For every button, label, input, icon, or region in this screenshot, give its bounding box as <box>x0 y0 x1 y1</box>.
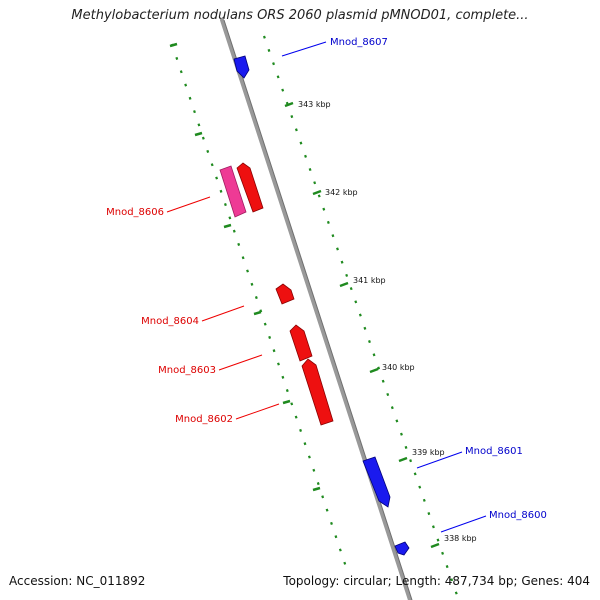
outer-ruler <box>262 35 460 599</box>
gene-label-mnod-8604[interactable]: Mnod_8604 <box>141 316 199 327</box>
gene-label-mnod-8602[interactable]: Mnod_8602 <box>175 414 233 425</box>
gene-label-mnod-8606[interactable]: Mnod_8606 <box>106 207 164 218</box>
major-tick-in-2 <box>194 131 203 137</box>
gene-mnod-8607[interactable] <box>233 55 250 79</box>
major-tick-in-5 <box>282 399 291 405</box>
major-tick-339 <box>398 456 408 463</box>
callout-line-mnod-8602 <box>235 403 280 420</box>
gene-mnod-8601[interactable] <box>362 456 391 508</box>
accession-label: Accession: NC_011892 <box>9 574 146 588</box>
major-tick-341 <box>339 281 349 288</box>
tick-label-338: 338 kbp <box>444 534 477 543</box>
gene-mnod-8604[interactable] <box>275 283 295 305</box>
inner-ruler <box>170 43 349 571</box>
gene-mnod-8602[interactable] <box>301 358 334 426</box>
topology-summary: Topology: circular; Length: 487,734 bp; … <box>283 574 590 588</box>
callout-line-mnod-8607 <box>281 41 327 57</box>
gene-label-mnod-8601[interactable]: Mnod_8601 <box>465 446 523 457</box>
major-tick-338 <box>430 542 440 549</box>
tick-label-339: 339 kbp <box>412 448 445 457</box>
map-title: Methylobacterium nodulans ORS 2060 plasm… <box>71 8 529 23</box>
callout-line-mnod-8604 <box>201 305 245 322</box>
gene-mnod-8600[interactable] <box>394 541 410 556</box>
tick-label-341: 341 kbp <box>353 276 386 285</box>
callout-line-mnod-8603 <box>218 354 263 371</box>
major-ticks <box>169 42 440 549</box>
tick-label-342: 342 kbp <box>325 188 358 197</box>
plasmid-backbone <box>220 18 412 600</box>
callout-line-mnod-8600 <box>440 515 487 533</box>
plasmid-backbone-shade <box>223 19 413 600</box>
tick-label-343: 343 kbp <box>298 100 331 109</box>
callout-line-mnod-8601 <box>416 451 463 469</box>
gene-mnod-8606-pseudo[interactable] <box>219 165 247 218</box>
major-tick-in-1 <box>169 42 178 48</box>
major-tick-343 <box>284 101 294 108</box>
gene-mnod-8605[interactable] <box>236 162 264 213</box>
gene-label-mnod-8603[interactable]: Mnod_8603 <box>158 365 216 376</box>
major-tick-342 <box>312 189 322 196</box>
tick-label-340: 340 kbp <box>382 363 415 372</box>
major-tick-340 <box>369 367 379 374</box>
major-tick-in-4 <box>253 310 262 316</box>
callout-line-mnod-8606 <box>166 196 211 213</box>
gene-mnod-8603[interactable] <box>289 324 313 362</box>
major-tick-in-6 <box>312 486 321 492</box>
gene-label-mnod-8607[interactable]: Mnod_8607 <box>330 37 388 48</box>
gene-label-mnod-8600[interactable]: Mnod_8600 <box>489 510 547 521</box>
major-tick-in-3 <box>223 223 232 229</box>
